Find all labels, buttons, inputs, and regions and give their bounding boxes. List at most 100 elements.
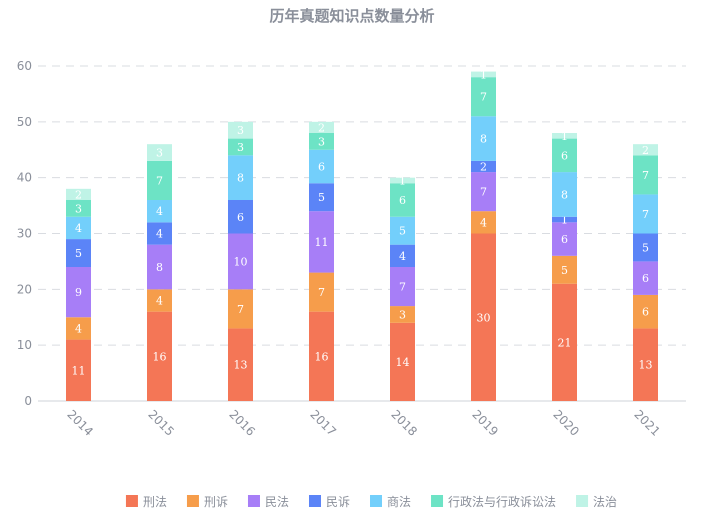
- y-tick-label: 20: [17, 282, 32, 296]
- bar-segment[interactable]: [471, 71, 496, 78]
- bar-segment[interactable]: [66, 239, 91, 267]
- bar-stack-2016: 13 7 10 6 8 3 3: [228, 121, 253, 401]
- x-tick-label: 2014: [64, 407, 95, 438]
- bar-segment[interactable]: [147, 144, 172, 161]
- data-label: 6: [237, 211, 244, 224]
- bar-segment[interactable]: [147, 244, 172, 290]
- y-tick-label: 0: [24, 394, 32, 408]
- bar-segment[interactable]: [66, 188, 91, 200]
- bar-segment[interactable]: [390, 177, 415, 184]
- legend-item[interactable]: 法治: [576, 495, 617, 509]
- data-label: 5: [642, 241, 649, 254]
- x-tick-label: 2018: [388, 407, 419, 438]
- bar-segment[interactable]: [390, 216, 415, 245]
- bar-stack-2021: 13 6 6 5 7 7 2: [633, 144, 658, 401]
- bar-segment[interactable]: [228, 138, 253, 156]
- bar-segment[interactable]: [228, 233, 253, 290]
- bar-segment[interactable]: [309, 149, 334, 184]
- data-label: 3: [237, 124, 244, 137]
- bar-segment[interactable]: [390, 267, 415, 307]
- legend-item[interactable]: 刑法: [125, 495, 167, 509]
- legend-label: 商法: [387, 494, 411, 509]
- bar-segment[interactable]: [66, 200, 91, 217]
- bar-segment[interactable]: [552, 283, 577, 401]
- data-label: 21: [558, 336, 572, 349]
- legend-label: 民诉: [326, 495, 350, 509]
- bar-segment[interactable]: [552, 255, 577, 284]
- bar-segment[interactable]: [390, 244, 415, 267]
- chart-title: 历年真题知识点数量分析: [269, 7, 434, 25]
- bar-segment[interactable]: [147, 222, 172, 245]
- bar-segment[interactable]: [633, 294, 658, 329]
- legend-item[interactable]: 刑诉: [186, 495, 228, 509]
- bar-segment[interactable]: [309, 133, 334, 150]
- legend-item[interactable]: 行政法与行政诉讼法: [431, 495, 556, 509]
- y-axis: 0 10 20 30 40 50 60: [17, 59, 686, 408]
- bar-segment[interactable]: [309, 121, 334, 133]
- legend-item[interactable]: 民诉: [308, 495, 350, 509]
- data-label: 6: [642, 272, 649, 285]
- bar-segment[interactable]: [147, 289, 172, 312]
- data-label: 4: [75, 222, 82, 235]
- data-label: 4: [156, 228, 163, 241]
- bar-segment[interactable]: [552, 216, 577, 223]
- data-label: 2: [318, 121, 325, 134]
- bar-segment[interactable]: [633, 328, 658, 401]
- bar-segment[interactable]: [471, 116, 496, 161]
- bar-segment[interactable]: [633, 155, 658, 195]
- bar-segment[interactable]: [66, 317, 91, 340]
- bar-segment[interactable]: [390, 322, 415, 401]
- data-label: 8: [561, 188, 568, 201]
- legend-label: 法治: [593, 495, 617, 509]
- bar-stack-2017: 16 7 11 5 6 32: [309, 121, 334, 401]
- bar-segment[interactable]: [471, 160, 496, 173]
- bar-segment[interactable]: [228, 328, 253, 401]
- bar-stack-2014: 11 4 9 5 4 32: [66, 188, 91, 401]
- bar-segment[interactable]: [147, 311, 172, 401]
- bar-segment[interactable]: [228, 200, 253, 234]
- bar-segment[interactable]: [471, 233, 496, 402]
- bar-segment[interactable]: [390, 306, 415, 323]
- bar-segment[interactable]: [471, 172, 496, 212]
- data-label: 5: [75, 247, 82, 260]
- x-axis: 2014 2015 2016 2017 2018 2019 2020 2021: [64, 407, 662, 438]
- grid-lines: [38, 65, 686, 346]
- bar-segment[interactable]: [228, 155, 253, 200]
- bar-segment[interactable]: [552, 133, 577, 139]
- bar-segment[interactable]: [633, 261, 658, 295]
- legend: 刑法 刑诉 民法 民诉 商法 行政法与行政诉讼法 法治: [125, 494, 617, 509]
- bar-segment[interactable]: [309, 211, 334, 273]
- bar-segment[interactable]: [66, 339, 91, 401]
- bar-segment[interactable]: [309, 272, 334, 312]
- data-label: 16: [315, 350, 329, 363]
- bar-segment[interactable]: [228, 289, 253, 329]
- bar-segment[interactable]: [66, 267, 91, 318]
- data-label: 6: [561, 233, 568, 246]
- bar-stack-2018: 14 3 7 4 5 6 1: [390, 174, 415, 401]
- data-label: 13: [234, 359, 248, 372]
- bar-segment[interactable]: [390, 183, 415, 217]
- bar-segment[interactable]: [552, 138, 577, 173]
- bar-segment[interactable]: [147, 160, 172, 200]
- bar-segment[interactable]: [552, 222, 577, 256]
- bar-segment[interactable]: [633, 144, 658, 156]
- data-label: 7: [480, 186, 487, 199]
- bar-segment[interactable]: [633, 194, 658, 234]
- legend-item[interactable]: 商法: [370, 494, 411, 509]
- bar-segment[interactable]: [471, 77, 496, 117]
- bar-segment[interactable]: [309, 311, 334, 401]
- data-label: 8: [237, 172, 244, 185]
- data-label: 4: [480, 216, 487, 229]
- data-label: 5: [561, 264, 568, 277]
- bar-segment[interactable]: [633, 233, 658, 262]
- bar-segment[interactable]: [552, 172, 577, 217]
- bar-segment[interactable]: [228, 121, 253, 139]
- bar-segment[interactable]: [309, 183, 334, 212]
- bar-segment[interactable]: [66, 216, 91, 240]
- legend-label: 刑法: [143, 495, 167, 509]
- bar-segment[interactable]: [147, 200, 172, 223]
- bar-segment[interactable]: [471, 211, 496, 234]
- data-label: 11: [72, 364, 86, 377]
- legend-item[interactable]: 民法: [247, 495, 289, 509]
